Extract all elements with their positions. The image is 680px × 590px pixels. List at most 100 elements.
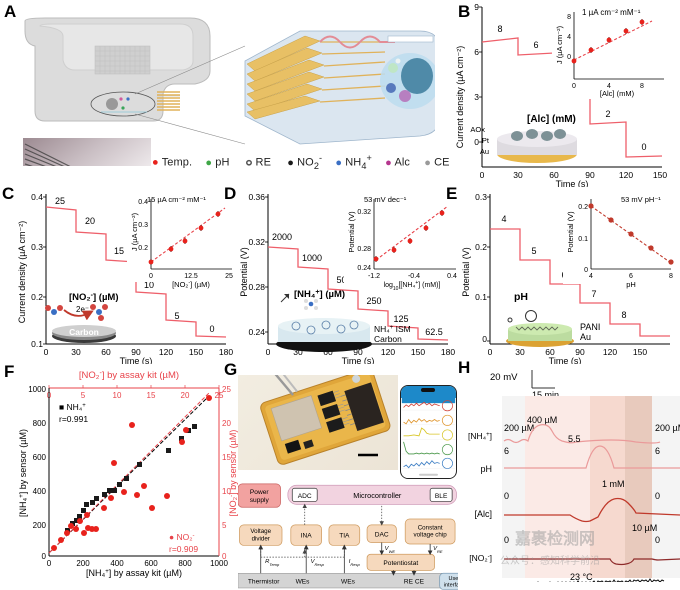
svg-text:RE CE: RE CE [404,579,425,586]
svg-text:[NH₄+]: [NH₄+] [468,431,492,441]
svg-text:r=0.991: r=0.991 [59,414,88,424]
svg-text:5: 5 [81,391,86,400]
svg-text:Temp.: Temp. [469,580,492,582]
svg-text:0: 0 [655,491,660,501]
svg-text:interface: interface [444,583,458,589]
svg-text:supply: supply [250,497,270,504]
svg-text:0.24: 0.24 [357,265,371,272]
svg-text:Potential (V): Potential (V) [239,247,249,297]
svg-text:ADC: ADC [298,493,312,500]
svg-text:200 µM: 200 µM [504,423,534,433]
svg-text:120: 120 [619,170,633,180]
svg-text:15: 15 [114,246,124,256]
svg-text:25: 25 [222,385,231,394]
svg-text:J (µA cm⁻²): J (µA cm⁻²) [555,25,564,64]
svg-text:0.28: 0.28 [357,246,371,253]
svg-text:0.3: 0.3 [138,222,148,229]
svg-text:6: 6 [533,40,538,50]
svg-text:800: 800 [178,559,192,568]
svg-text:15: 15 [147,391,156,400]
svg-text:2e⁻: 2e⁻ [76,305,89,314]
svg-text:12.5: 12.5 [184,273,198,280]
svg-text:[NO₂-] (µM): [NO₂-] (µM) [172,280,210,289]
svg-text:Time (s): Time (s) [549,356,582,364]
svg-text:8: 8 [621,310,626,320]
svg-text:250: 250 [366,296,381,306]
svg-text:Current density (µA cm⁻²): Current density (µA cm⁻²) [455,46,465,148]
svg-text:800: 800 [33,419,47,428]
svg-text:VWE: VWE [385,546,396,554]
svg-text:120: 120 [381,347,395,357]
svg-text:0.2: 0.2 [31,292,43,302]
svg-text:20: 20 [85,216,95,226]
svg-text:1 mM: 1 mM [602,479,625,489]
svg-text:400: 400 [110,559,124,568]
svg-text:r=0.909: r=0.909 [169,544,198,554]
svg-text:log10[[NH₄+] (mM)]: log10[[NH₄+] (mM)] [384,280,441,292]
svg-text:0: 0 [44,347,49,357]
svg-text:pH: pH [514,291,528,303]
svg-text:VRE: VRE [433,546,443,554]
svg-text:-0.4: -0.4 [408,273,420,280]
svg-text:8: 8 [640,83,644,90]
svg-text:[NH₄+] by assay kit (µM): [NH₄+] by assay kit (µM) [86,568,182,578]
svg-text:Potential (V): Potential (V) [347,211,356,253]
svg-text:IResp: IResp [349,559,361,567]
svg-text:5: 5 [531,246,536,256]
svg-text:20 mV: 20 mV [490,372,518,383]
svg-text:15 µA cm⁻² mM⁻¹: 15 µA cm⁻² mM⁻¹ [147,195,206,204]
svg-text:NH₄+ ISM: NH₄+ ISM [374,324,411,334]
svg-text:9: 9 [474,2,479,12]
svg-text:Current density (µA cm⁻²): Current density (µA cm⁻²) [17,221,27,323]
svg-text:6: 6 [474,47,479,57]
svg-text:0.36: 0.36 [248,192,265,202]
svg-text:4: 4 [501,214,506,224]
svg-text:嘉裹检测网: 嘉裹检测网 [514,529,595,548]
svg-text:200: 200 [33,521,47,530]
svg-text:[Alc] (mM): [Alc] (mM) [527,114,576,125]
svg-text:0.4: 0.4 [447,273,457,280]
svg-text:User: User [449,576,458,582]
svg-text:1000: 1000 [28,385,46,394]
svg-text:Au: Au [480,147,489,156]
svg-text:600: 600 [33,453,47,462]
svg-text:3: 3 [474,92,479,102]
svg-text:AOx: AOx [470,125,485,134]
svg-text:6: 6 [629,273,633,280]
svg-text:[Alc] (mM): [Alc] (mM) [600,89,635,98]
svg-text:Pt: Pt [482,136,490,145]
svg-text:60: 60 [101,347,111,357]
svg-text:8: 8 [567,14,571,21]
svg-text:公众号：感知科学前沿: 公众号：感知科学前沿 [500,554,600,567]
svg-text:Time (s): Time (s) [342,356,375,364]
svg-text:0: 0 [584,267,588,274]
svg-text:62.5: 62.5 [425,327,443,337]
svg-text:Thermistor: Thermistor [248,579,280,586]
svg-text:30: 30 [71,347,81,357]
svg-text:VResp: VResp [311,559,325,567]
svg-text:200 µM: 200 µM [655,423,680,433]
svg-text:0.2: 0.2 [578,204,588,211]
svg-text:400: 400 [33,487,47,496]
svg-text:0: 0 [209,324,214,334]
svg-text:600: 600 [144,559,158,568]
svg-text:0: 0 [222,552,227,561]
svg-text:0: 0 [567,54,571,61]
svg-text:[Alc]: [Alc] [474,509,492,519]
svg-text:Au: Au [580,332,591,342]
svg-text:25: 25 [55,196,65,206]
svg-text:Voltage: Voltage [250,528,271,535]
svg-text:6: 6 [655,446,660,456]
svg-text:180: 180 [219,347,233,357]
svg-text:5.5: 5.5 [568,434,581,444]
svg-text:4: 4 [567,34,571,41]
svg-text:BLE: BLE [435,493,448,500]
svg-text:WEs: WEs [341,579,356,586]
svg-text:● NO₂-: ● NO₂- [169,532,195,542]
svg-text:0: 0 [474,137,479,147]
svg-text:150: 150 [653,170,667,180]
svg-text:Time (s): Time (s) [120,356,153,364]
svg-text:0: 0 [504,491,509,501]
svg-text:20: 20 [181,391,190,400]
svg-text:voltage chip: voltage chip [414,532,448,539]
